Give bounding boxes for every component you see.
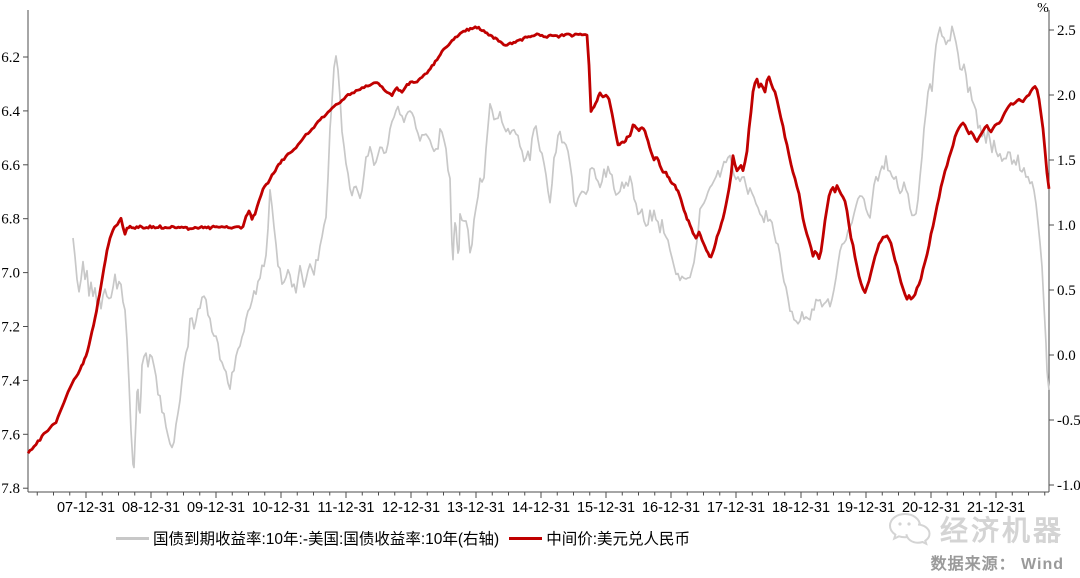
- svg-text:13-12-31: 13-12-31: [447, 500, 505, 516]
- svg-text:08-12-31: 08-12-31: [122, 500, 180, 516]
- svg-text:14-12-31: 14-12-31: [512, 500, 570, 516]
- brand-watermark: 经济机器: [888, 509, 1064, 549]
- red-line-swatch: [509, 536, 543, 540]
- svg-text:-0.5: -0.5: [1057, 413, 1080, 429]
- svg-text:7.2: 7.2: [1, 320, 20, 336]
- svg-text:2.5: 2.5: [1057, 23, 1076, 39]
- series-yield-spread: [72, 25, 1050, 469]
- svg-text:21-12-31: 21-12-31: [967, 500, 1025, 516]
- svg-text:0.5: 0.5: [1057, 283, 1076, 299]
- svg-text:6.2: 6.2: [1, 50, 20, 66]
- svg-text:19-12-31: 19-12-31: [837, 500, 895, 516]
- svg-text:6.8: 6.8: [1, 212, 20, 228]
- svg-text:1.0: 1.0: [1057, 218, 1076, 234]
- legend-label-usdcny: 中间价:美元兑人民币: [546, 531, 691, 548]
- svg-text:1.5: 1.5: [1057, 153, 1076, 169]
- legend-label-spread: 国债到期收益率:10年:-美国:国债收益率:10年(右轴): [153, 531, 500, 548]
- svg-text:7.4: 7.4: [1, 373, 20, 389]
- svg-text:0.0: 0.0: [1057, 348, 1076, 364]
- svg-text:-1.0: -1.0: [1057, 478, 1080, 494]
- brand-text: 经济机器: [939, 515, 1064, 546]
- svg-text:10-12-31: 10-12-31: [252, 500, 310, 516]
- svg-text:15-12-31: 15-12-31: [577, 500, 635, 516]
- svg-text:7.8: 7.8: [1, 481, 20, 497]
- svg-text:6.4: 6.4: [1, 104, 20, 120]
- svg-text:09-12-31: 09-12-31: [187, 500, 245, 516]
- svg-text:16-12-31: 16-12-31: [642, 500, 700, 516]
- svg-text:07-12-31: 07-12-31: [57, 500, 115, 516]
- series-usdcny-parity: [26, 25, 1051, 455]
- legend-item-spread: 国债到期收益率:10年:-美国:国债收益率:10年(右轴): [116, 527, 499, 549]
- chart-legend: 国债到期收益率:10年:-美国:国债收益率:10年(右轴) 中间价:美元兑人民币: [116, 527, 700, 549]
- svg-text:18-12-31: 18-12-31: [772, 500, 830, 516]
- svg-text:7.0: 7.0: [1, 266, 20, 282]
- svg-text:6.6: 6.6: [1, 158, 20, 174]
- legend-item-usdcny: 中间价:美元兑人民币: [509, 527, 690, 549]
- svg-text:11-12-31: 11-12-31: [318, 500, 375, 516]
- svg-text:17-12-31: 17-12-31: [707, 500, 765, 516]
- svg-text:20-12-31: 20-12-31: [902, 500, 960, 516]
- data-source-label: 数据来源： Wind: [930, 556, 1064, 573]
- wechat-icon: [888, 511, 932, 547]
- right-axis-unit-label: %: [1037, 1, 1049, 16]
- svg-text:2.0: 2.0: [1057, 88, 1076, 104]
- svg-text:7.6: 7.6: [1, 427, 20, 443]
- gray-line-swatch: [116, 536, 149, 540]
- svg-text:12-12-31: 12-12-31: [382, 500, 440, 516]
